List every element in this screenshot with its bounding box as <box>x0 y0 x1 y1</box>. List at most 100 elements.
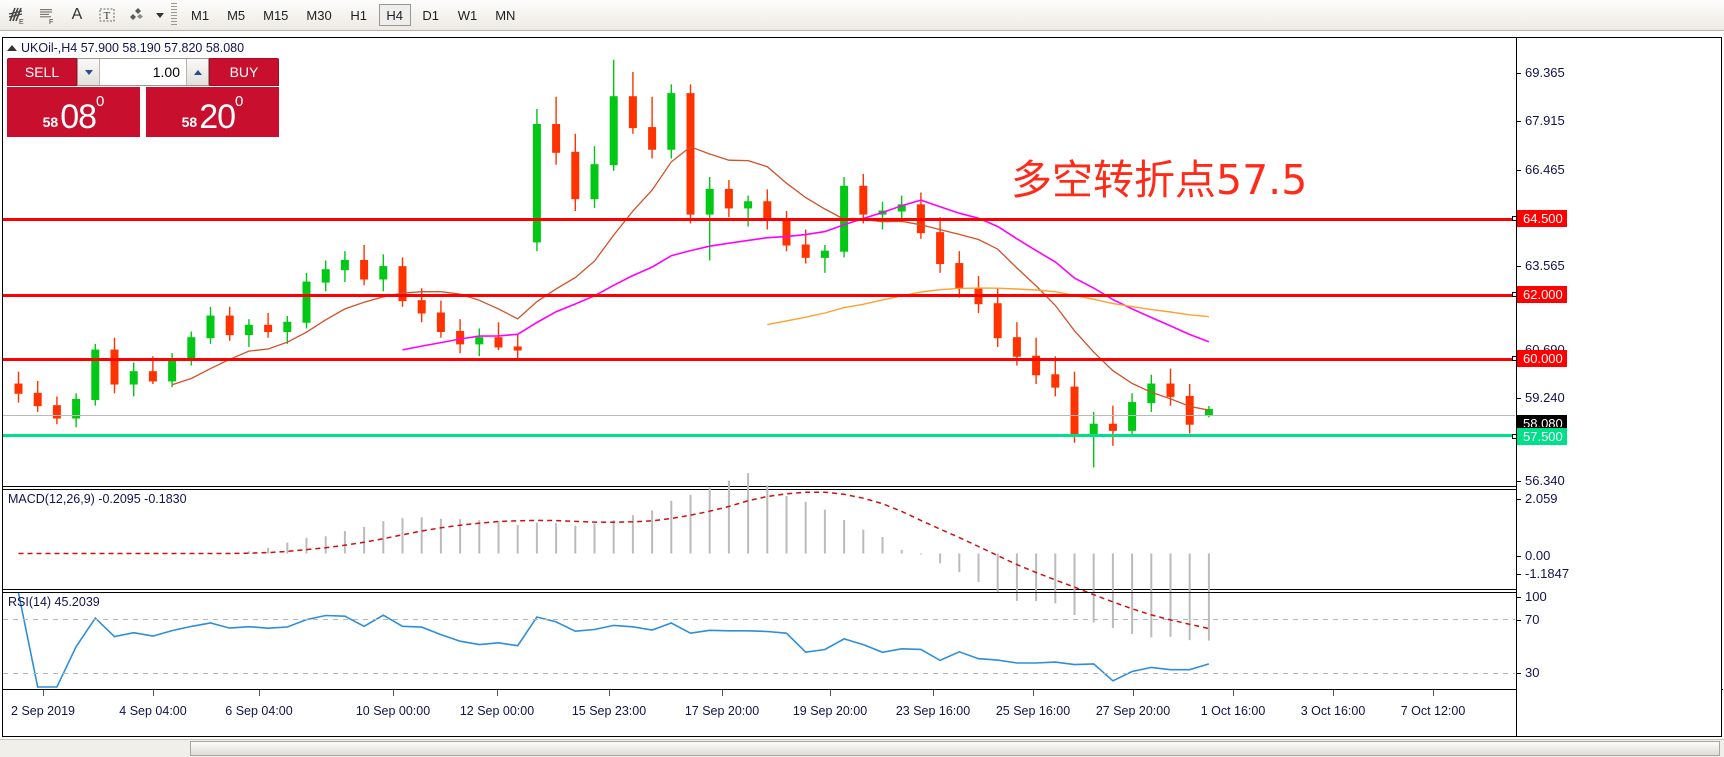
time-tick <box>1433 690 1434 696</box>
rsi-level-30-line <box>3 673 1515 674</box>
price-tag-62000[interactable]: 62.000 <box>1512 286 1567 303</box>
buy-price-prefix: 58 <box>181 114 198 130</box>
objects-icon[interactable] <box>122 2 152 28</box>
buy-price-display[interactable]: 58 20 0 <box>146 87 279 137</box>
macd-pane[interactable]: MACD(12,26,9) -0.2095 -0.1830 <box>3 473 1516 641</box>
svg-text:E: E <box>19 19 24 26</box>
rsi-svg <box>17 592 1210 688</box>
objects-dropdown-icon[interactable] <box>152 2 168 28</box>
collapse-arrow-icon[interactable] <box>7 45 17 51</box>
resistance-line-62000[interactable] <box>3 294 1515 297</box>
timeframe-h1[interactable]: H1 <box>350 7 368 23</box>
sell-price-display[interactable]: 58 08 0 <box>7 87 140 137</box>
sell-button[interactable]: SELL <box>7 58 77 86</box>
time-tick <box>1033 690 1034 696</box>
timeframe-m15[interactable]: M15 <box>263 7 289 23</box>
price-pane[interactable]: UKOil-,H4 57.900 58.190 57.820 58.080 多空… <box>3 38 1516 487</box>
text-object-glyph: T <box>99 8 115 22</box>
text-label-icon[interactable]: A <box>71 6 83 23</box>
timeframe-m5[interactable]: M5 <box>227 7 246 23</box>
rsi-pane[interactable]: RSI(14) 45.2039 <box>3 592 1516 688</box>
time-axis-label: 6 Sep 04:00 <box>225 704 293 718</box>
macd-label: MACD(12,26,9) -0.2095 -0.1830 <box>8 492 187 506</box>
drag-handle-icon[interactable] <box>1512 434 1517 439</box>
chart-window[interactable]: UKOil-,H4 57.900 58.190 57.820 58.080 多空… <box>2 37 1723 737</box>
price-tick-66465: 66.465 <box>1517 162 1565 177</box>
toolbar-grip[interactable] <box>171 3 177 27</box>
price-tag-60000[interactable]: 60.000 <box>1512 350 1567 367</box>
volume-increase-button[interactable] <box>186 59 208 85</box>
price-tag-64500[interactable]: 64.500 <box>1512 210 1567 227</box>
time-axis-label: 19 Sep 20:00 <box>792 704 868 718</box>
price-tick-69365: 69.365 <box>1517 65 1565 80</box>
chevron-down-icon <box>84 69 93 75</box>
time-tick <box>43 690 44 696</box>
chart-annotation-text[interactable]: 多空转折点57.5 <box>1011 156 1308 204</box>
timeframe-m1[interactable]: M1 <box>191 7 210 23</box>
macd-tick-zero: 0.00 <box>1516 548 1551 563</box>
volume-decrease-button[interactable] <box>78 59 100 85</box>
sell-price-prefix: 58 <box>42 114 59 130</box>
data-window-icon[interactable]: F <box>32 2 62 28</box>
price-tag-62000-value: 62.000 <box>1523 287 1563 302</box>
time-axis-label: 27 Sep 20:00 <box>1095 704 1171 718</box>
price-tag-57500-value: 57.500 <box>1523 429 1563 444</box>
price-tag-64500-value: 64.500 <box>1523 211 1563 226</box>
timeframe-h4[interactable]: H4 <box>378 4 411 26</box>
macd-tick-max: 2.059 <box>1517 491 1558 506</box>
svg-text:F: F <box>49 19 53 26</box>
indicators-icon[interactable]: E <box>2 2 32 28</box>
timeframe-w1[interactable]: W1 <box>457 7 478 23</box>
objects-glyph <box>130 8 143 20</box>
indicators-glyph: E <box>8 7 24 26</box>
time-axis-label: 2 Sep 2019 <box>11 704 75 718</box>
resistance-line-64500[interactable] <box>3 218 1515 221</box>
volume-stepper[interactable]: 1.00 <box>77 58 209 86</box>
time-tick <box>393 690 394 696</box>
timeframe-m30[interactable]: M30 <box>306 7 332 23</box>
time-tick <box>497 690 498 696</box>
time-tick <box>830 690 831 696</box>
price-axis[interactable]: 69.365 67.915 66.465 65.015 63.565 62.11… <box>1512 38 1721 736</box>
main-toolbar: E F A T <box>0 0 1724 31</box>
time-tick <box>1233 690 1234 696</box>
macd-tick-min: -1.1847 <box>1516 566 1570 581</box>
time-axis-label: 3 Oct 16:00 <box>1300 704 1366 718</box>
time-tick <box>1133 690 1134 696</box>
price-tick-56340: 56.340 <box>1517 473 1565 488</box>
price-tag-60000-value: 60.000 <box>1523 351 1563 366</box>
time-axis: 2 Sep 2019 4 Sep 04:00 6 Sep 04:00 10 Sep 0… <box>3 689 1723 736</box>
sell-price-point: 0 <box>96 93 105 110</box>
time-tick <box>933 690 934 696</box>
buy-button[interactable]: BUY <box>209 58 279 86</box>
current-price-line <box>3 415 1515 416</box>
price-tag-57500[interactable]: 57.500 <box>1512 428 1567 445</box>
time-axis-label: 10 Sep 00:00 <box>355 704 431 718</box>
drag-handle-icon[interactable] <box>1512 356 1517 361</box>
scrollbar-thumb[interactable] <box>190 741 1720 756</box>
rsi-tick-100: 100 <box>1517 589 1547 604</box>
drag-handle-icon[interactable] <box>1512 216 1517 221</box>
one-click-trading-panel[interactable]: SELL 1.00 BUY 58 08 <box>7 58 279 163</box>
time-axis-label: 7 Oct 12:00 <box>1400 704 1466 718</box>
rsi-tick-70: 70 <box>1516 612 1540 627</box>
price-tick-67915: 67.915 <box>1517 113 1565 128</box>
timeframe-mn[interactable]: MN <box>495 7 516 23</box>
text-object-icon[interactable]: T <box>92 2 122 28</box>
horizontal-scrollbar[interactable] <box>0 739 1724 757</box>
time-tick <box>722 690 723 696</box>
time-tick <box>1333 690 1334 696</box>
buy-price-main: 20 <box>199 98 236 136</box>
time-tick <box>153 690 154 696</box>
resistance-line-60000[interactable] <box>3 358 1515 361</box>
volume-value[interactable]: 1.00 <box>152 64 180 80</box>
time-axis-label: 1 Oct 16:00 <box>1200 704 1266 718</box>
chevron-up-icon <box>193 69 202 75</box>
time-axis-label: 12 Sep 00:00 <box>459 704 535 718</box>
drag-handle-icon[interactable] <box>1512 292 1517 297</box>
time-axis-label: 25 Sep 16:00 <box>995 704 1071 718</box>
timeframe-d1[interactable]: D1 <box>422 7 440 23</box>
support-line-57500[interactable] <box>3 434 1515 437</box>
time-tick <box>259 690 260 696</box>
time-axis-label: 23 Sep 16:00 <box>895 704 971 718</box>
